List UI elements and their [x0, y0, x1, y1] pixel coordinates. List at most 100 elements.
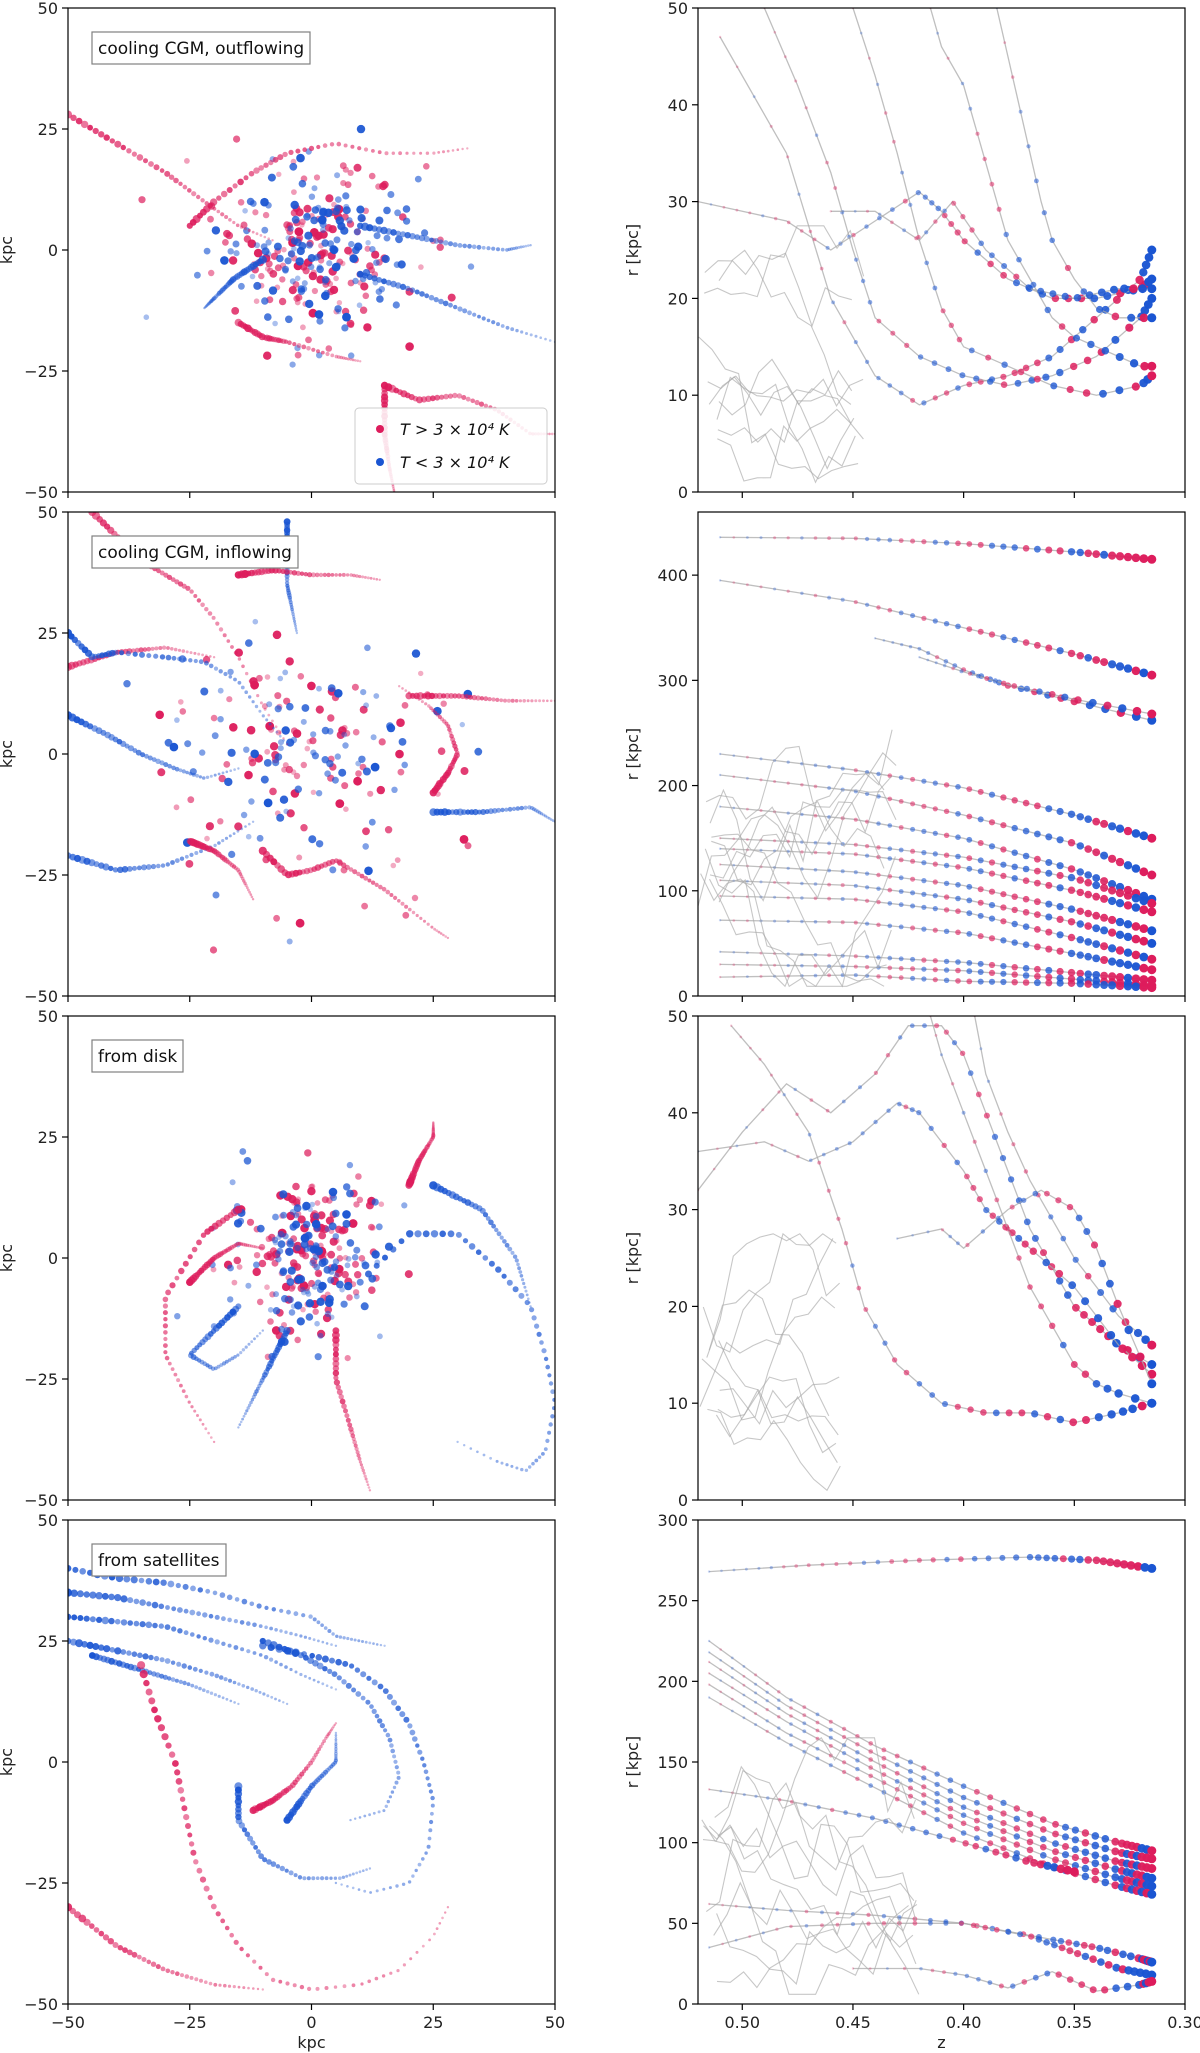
- cloud-point-hot: [258, 1243, 266, 1251]
- track-point-cold: [329, 1876, 333, 1880]
- cloud-point-hot: [358, 1255, 366, 1262]
- trajectory-point-hot: [1018, 1409, 1026, 1417]
- track-point-cold: [406, 1230, 414, 1238]
- cloud-point-cold: [373, 259, 380, 267]
- track-point-hot: [255, 232, 259, 236]
- cloud-point-hot: [307, 681, 316, 691]
- trajectory-point-hot: [876, 872, 881, 878]
- trajectory-point-hot: [898, 538, 904, 543]
- trajectory-point-cold: [777, 1726, 781, 1730]
- trajectory-point-hot: [730, 1024, 733, 1027]
- trajectory-point-cold: [931, 360, 938, 366]
- track-point-cold: [396, 1770, 401, 1775]
- trajectory-point-cold: [1080, 288, 1088, 295]
- cloud-point-cold: [174, 717, 180, 723]
- track-point-cold: [342, 1636, 346, 1640]
- cloud-point-cold: [333, 236, 341, 244]
- track-point-cold: [475, 1249, 482, 1255]
- panel-title: from satellites: [98, 1551, 220, 1571]
- trajectory-point-hot: [1067, 839, 1076, 847]
- trajectory-point-cold: [960, 1812, 967, 1818]
- track-point-hot: [223, 857, 229, 864]
- trajectory-point-cold: [982, 1845, 990, 1853]
- y-tick-label: 30: [668, 193, 688, 212]
- trajectory-point-hot: [943, 894, 950, 900]
- trajectory-point-cold: [943, 659, 949, 664]
- trajectory-point-cold: [1014, 379, 1022, 387]
- trajectory-point-cold: [1032, 1974, 1039, 1981]
- cloud-point-cold: [326, 260, 333, 267]
- trajectory-point-hot: [761, 1108, 765, 1112]
- track-point-cold: [269, 1626, 273, 1631]
- trajectory-point-hot: [1011, 979, 1018, 986]
- trajectory-point-cold: [1011, 863, 1018, 870]
- trajectory-point-cold: [966, 897, 973, 904]
- track-point-cold: [356, 1278, 364, 1286]
- cloud-point-cold: [373, 693, 380, 699]
- trajectory-point-cold: [1050, 382, 1058, 390]
- trajectory-point-cold: [1140, 1563, 1150, 1572]
- cloud-point-cold: [211, 732, 219, 740]
- track-point-hot: [249, 893, 253, 896]
- trajectory-point-hot: [1147, 1976, 1157, 1986]
- background-trajectory: [707, 1408, 841, 1492]
- track-point-hot: [177, 648, 182, 652]
- cloud-point-hot: [246, 725, 256, 735]
- track-point-cold: [423, 235, 430, 243]
- y-tick-label: 0: [48, 241, 58, 260]
- trajectory-point-hot: [934, 1034, 938, 1037]
- trajectory-point-hot: [1034, 965, 1041, 973]
- trajectory-point-cold: [707, 1651, 711, 1654]
- track-point-cold: [430, 1795, 435, 1801]
- track-point-cold: [133, 1620, 140, 1627]
- track-point-cold: [392, 1754, 397, 1759]
- trajectory-point-hot: [1091, 1875, 1100, 1884]
- trajectory-point-hot: [1111, 1948, 1120, 1957]
- cloud-point-cold: [370, 762, 380, 772]
- cloud-point-cold: [312, 1212, 320, 1220]
- trajectory-point-hot: [1069, 1867, 1079, 1877]
- cloud-point-cold: [352, 246, 360, 255]
- track-point-hot: [316, 349, 320, 354]
- track-point-cold: [271, 1607, 276, 1612]
- trajectory-line: [720, 863, 1152, 932]
- trajectory-point-hot: [825, 1108, 830, 1113]
- track-point-cold: [289, 1667, 293, 1672]
- cloud-point-cold: [243, 1157, 252, 1165]
- trajectory-point-hot: [1029, 1247, 1038, 1255]
- trajectory-point-cold: [1081, 1872, 1090, 1881]
- trajectory-point-hot: [941, 1142, 947, 1149]
- trajectory-point-cold: [1022, 941, 1030, 948]
- cloud-point-cold: [321, 291, 330, 301]
- trajectory-point-cold: [1076, 920, 1085, 928]
- trajectory-point-hot: [1147, 670, 1157, 680]
- cloud-point-cold: [252, 618, 259, 625]
- trajectory-point-cold: [802, 1721, 807, 1726]
- trajectory-point-hot: [775, 1927, 779, 1931]
- track-point-cold: [114, 1594, 122, 1602]
- trajectory-point-hot: [1000, 918, 1007, 925]
- trajectory-point-hot: [840, 536, 845, 541]
- track-point-hot: [190, 1405, 194, 1409]
- trajectory-point-cold: [734, 1938, 738, 1942]
- trajectory-point-hot: [1027, 1284, 1033, 1290]
- track-point-cold: [488, 1260, 495, 1267]
- trajectory-point-cold: [986, 1079, 991, 1083]
- track-point-hot: [160, 1966, 166, 1972]
- trajectory-point-hot: [802, 1740, 807, 1744]
- track-point-cold: [315, 1876, 320, 1880]
- y-tick-label: 50: [668, 1914, 688, 1933]
- track-point-cold: [515, 328, 519, 333]
- trajectory-point-cold: [1067, 548, 1076, 556]
- trajectory-point-hot: [954, 1403, 961, 1410]
- track-point-hot: [295, 148, 301, 154]
- trajectory-point-hot: [1084, 878, 1092, 887]
- cloud-point-hot: [249, 677, 258, 686]
- track-point-cold: [253, 1845, 258, 1850]
- track-point-cold: [423, 1769, 429, 1775]
- track-point-cold: [198, 775, 202, 779]
- trajectory-point-cold: [761, 214, 765, 218]
- trajectory-point-cold: [960, 1794, 967, 1801]
- trajectory-point-cold: [974, 1799, 980, 1806]
- trajectory-point-cold: [1097, 288, 1106, 297]
